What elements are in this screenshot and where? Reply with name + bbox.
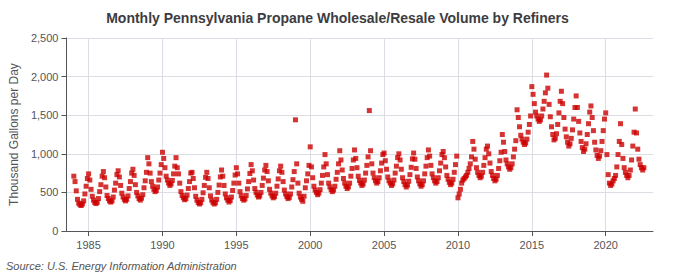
svg-text:1995: 1995 — [224, 239, 248, 251]
svg-text:0: 0 — [52, 225, 58, 237]
svg-text:Thousand Gallons per Day: Thousand Gallons per Day — [7, 63, 21, 206]
svg-text:2000: 2000 — [298, 239, 322, 251]
svg-text:1,000: 1,000 — [31, 148, 59, 160]
svg-text:2015: 2015 — [520, 239, 544, 251]
svg-text:2,000: 2,000 — [31, 71, 59, 83]
svg-text:500: 500 — [40, 186, 58, 198]
svg-text:2,500: 2,500 — [31, 32, 59, 44]
svg-text:2010: 2010 — [446, 239, 470, 251]
svg-text:1985: 1985 — [76, 239, 100, 251]
svg-text:2005: 2005 — [372, 239, 396, 251]
svg-text:Monthly Pennsylvania Propane W: Monthly Pennsylvania Propane Wholesale/R… — [106, 10, 569, 26]
svg-text:2020: 2020 — [593, 239, 617, 251]
svg-text:1,500: 1,500 — [31, 109, 59, 121]
svg-text:1990: 1990 — [150, 239, 174, 251]
svg-text:Source: U.S. Energy Informatio: Source: U.S. Energy Information Administ… — [6, 260, 237, 272]
